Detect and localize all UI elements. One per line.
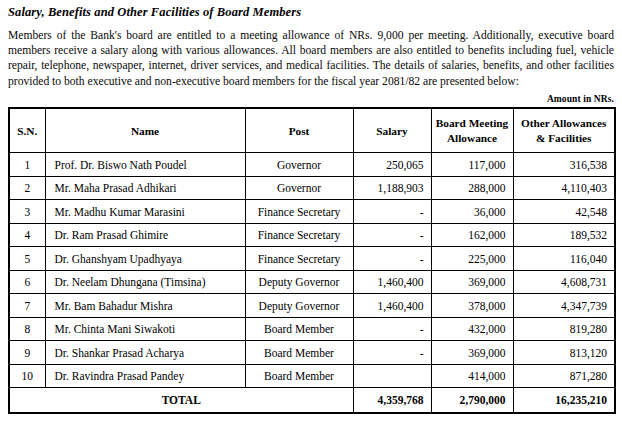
cell-name: Dr. Ram Prasad Ghimire (45, 223, 245, 247)
table-row: 4Dr. Ram Prasad GhimireFinance Secretary… (9, 223, 615, 247)
cell-sn: 5 (9, 247, 45, 271)
cell-board-meeting-allowance: 414,000 (431, 364, 513, 388)
cell-salary: - (353, 341, 431, 365)
header-sn: S.N. (9, 108, 45, 153)
cell-name: Dr. Neelam Dhungana (Timsina) (45, 270, 245, 294)
cell-salary: 1,460,400 (353, 270, 431, 294)
table-row: 10Dr. Ravindra Prasad PandeyBoard Member… (9, 364, 615, 388)
header-other-allowances: Other Allowances & Facilities (513, 108, 615, 153)
cell-salary: - (353, 317, 431, 341)
cell-salary: 1,188,903 (353, 176, 431, 200)
cell-other-allowances: 813,120 (513, 341, 615, 365)
cell-salary: 250,065 (353, 153, 431, 177)
cell-board-meeting-allowance: 162,000 (431, 223, 513, 247)
cell-post: Deputy Governor (245, 294, 353, 318)
cell-name: Prof. Dr. Biswo Nath Poudel (45, 153, 245, 177)
cell-board-meeting-allowance: 369,000 (431, 341, 513, 365)
cell-salary (353, 364, 431, 388)
cell-sn: 8 (9, 317, 45, 341)
cell-post: Board Member (245, 341, 353, 365)
cell-other-allowances: 871,280 (513, 364, 615, 388)
total-label: TOTAL (9, 388, 353, 413)
intro-paragraph: Members of the Bank's board are entitled… (8, 28, 614, 89)
table-body: 1Prof. Dr. Biswo Nath PoudelGovernor250,… (9, 153, 615, 388)
cell-name: Mr. Maha Prasad Adhikari (45, 176, 245, 200)
header-board-meeting-allowance: Board Meeting Allowance (431, 108, 513, 153)
cell-sn: 2 (9, 176, 45, 200)
total-other-allowances: 16,235,210 (513, 388, 615, 413)
cell-board-meeting-allowance: 117,000 (431, 153, 513, 177)
cell-board-meeting-allowance: 369,000 (431, 270, 513, 294)
section-title: Salary, Benefits and Other Facilities of… (8, 5, 614, 20)
cell-post: Board Member (245, 317, 353, 341)
table-row: 8Mr. Chinta Mani SiwakotiBoard Member-43… (9, 317, 615, 341)
cell-other-allowances: 316,538 (513, 153, 615, 177)
cell-board-meeting-allowance: 225,000 (431, 247, 513, 271)
cell-other-allowances: 4,347,739 (513, 294, 615, 318)
table-row: 5Dr. Ghanshyam UpadhyayaFinance Secretar… (9, 247, 615, 271)
cell-name: Mr. Madhu Kumar Marasini (45, 200, 245, 224)
cell-salary: - (353, 223, 431, 247)
cell-other-allowances: 116,040 (513, 247, 615, 271)
cell-post: Finance Secretary (245, 200, 353, 224)
cell-post: Finance Secretary (245, 223, 353, 247)
cell-post: Finance Secretary (245, 247, 353, 271)
table-header-row: S.N. Name Post Salary Board Meeting Allo… (9, 108, 615, 153)
cell-board-meeting-allowance: 432,000 (431, 317, 513, 341)
document-page: Salary, Benefits and Other Facilities of… (0, 0, 622, 436)
header-salary: Salary (353, 108, 431, 153)
cell-other-allowances: 819,280 (513, 317, 615, 341)
cell-sn: 1 (9, 153, 45, 177)
cell-sn: 10 (9, 364, 45, 388)
cell-other-allowances: 4,608,731 (513, 270, 615, 294)
cell-name: Mr. Bam Bahadur Mishra (45, 294, 245, 318)
cell-sn: 6 (9, 270, 45, 294)
cell-board-meeting-allowance: 288,000 (431, 176, 513, 200)
table-row: 7Mr. Bam Bahadur MishraDeputy Governor1,… (9, 294, 615, 318)
amount-unit-note: Amount in NRs. (8, 94, 614, 104)
cell-post: Governor (245, 176, 353, 200)
cell-sn: 7 (9, 294, 45, 318)
cell-sn: 3 (9, 200, 45, 224)
total-salary: 4,359,768 (353, 388, 431, 413)
total-row: TOTAL 4,359,768 2,790,000 16,235,210 (9, 388, 615, 413)
cell-name: Mr. Chinta Mani Siwakoti (45, 317, 245, 341)
cell-sn: 9 (9, 341, 45, 365)
table-row: 2Mr. Maha Prasad AdhikariGovernor1,188,9… (9, 176, 615, 200)
cell-post: Governor (245, 153, 353, 177)
cell-salary: - (353, 200, 431, 224)
table-row: 1Prof. Dr. Biswo Nath PoudelGovernor250,… (9, 153, 615, 177)
cell-other-allowances: 189,532 (513, 223, 615, 247)
cell-name: Dr. Ravindra Prasad Pandey (45, 364, 245, 388)
cell-salary: 1,460,400 (353, 294, 431, 318)
cell-post: Deputy Governor (245, 270, 353, 294)
table-row: 6Dr. Neelam Dhungana (Timsina)Deputy Gov… (9, 270, 615, 294)
cell-board-meeting-allowance: 36,000 (431, 200, 513, 224)
cell-name: Dr. Ghanshyam Upadhyaya (45, 247, 245, 271)
cell-salary: - (353, 247, 431, 271)
cell-name: Dr. Shankar Prasad Acharya (45, 341, 245, 365)
total-board-meeting-allowance: 2,790,000 (431, 388, 513, 413)
cell-post: Board Member (245, 364, 353, 388)
cell-board-meeting-allowance: 378,000 (431, 294, 513, 318)
header-post: Post (245, 108, 353, 153)
table-row: 9Dr. Shankar Prasad AcharyaBoard Member-… (9, 341, 615, 365)
cell-other-allowances: 42,548 (513, 200, 615, 224)
cell-sn: 4 (9, 223, 45, 247)
header-name: Name (45, 108, 245, 153)
cell-other-allowances: 4,110,403 (513, 176, 615, 200)
table-row: 3Mr. Madhu Kumar MarasiniFinance Secreta… (9, 200, 615, 224)
board-members-table: S.N. Name Post Salary Board Meeting Allo… (8, 107, 616, 414)
